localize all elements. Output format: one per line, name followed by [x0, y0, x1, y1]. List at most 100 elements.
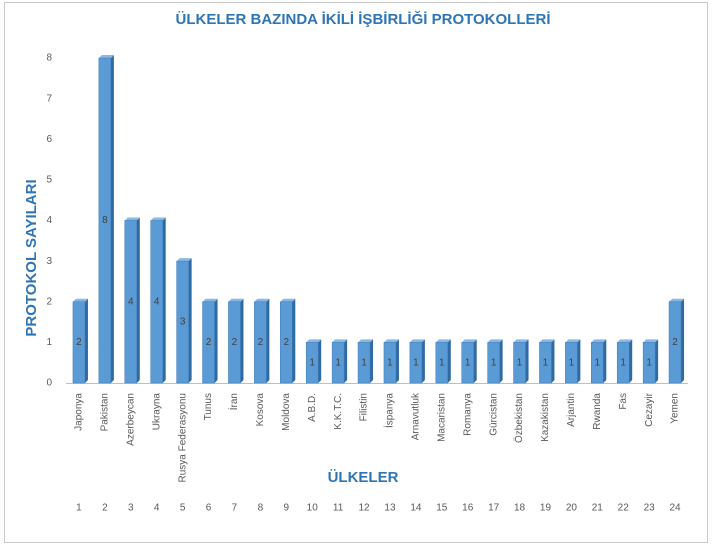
- bar: [280, 301, 293, 384]
- y-tick-label: 2: [46, 296, 52, 307]
- bar-top: [435, 339, 451, 343]
- x-tick-label: Romanya: [462, 393, 473, 436]
- row-number: 7: [232, 503, 238, 514]
- bar-side: [110, 55, 114, 383]
- bar-side: [447, 339, 451, 383]
- data-label: 1: [361, 357, 367, 368]
- bar: [513, 342, 526, 384]
- bar-top: [202, 298, 218, 302]
- bar-top: [72, 298, 88, 302]
- bar-side: [266, 298, 270, 383]
- x-tick-label: Filistin: [359, 393, 370, 421]
- x-tick-label: Arnavutluk: [411, 392, 422, 440]
- bar-side: [421, 339, 425, 383]
- x-tick-label: Cezayir: [644, 392, 655, 427]
- bar: [150, 220, 163, 384]
- row-number: 8: [258, 503, 264, 514]
- y-tick-label: 4: [46, 215, 52, 226]
- bar: [565, 342, 578, 384]
- bar-top: [461, 339, 477, 343]
- bar: [616, 342, 630, 384]
- data-label: 2: [206, 337, 212, 348]
- x-tick-label: İspanya: [383, 393, 396, 428]
- x-tick-label: Kosova: [255, 393, 266, 427]
- x-tick-label: Macaristan: [436, 393, 447, 442]
- data-label: 2: [284, 337, 290, 348]
- x-tick-label: İran: [227, 393, 240, 410]
- bar-top: [228, 298, 244, 302]
- bar: [124, 220, 138, 384]
- bar: [461, 342, 474, 384]
- data-label: 1: [543, 357, 549, 368]
- row-number: 2: [102, 503, 108, 514]
- x-tick-label: Pakistan: [100, 393, 111, 431]
- chart-frame: [4, 2, 708, 543]
- bar: [305, 342, 319, 384]
- bar-side: [551, 339, 555, 383]
- bar: [357, 342, 371, 384]
- x-tick-label: Rusya Federasyonu: [177, 393, 188, 483]
- x-tick-label: Kazakistan: [540, 393, 551, 442]
- bar-side: [214, 298, 218, 383]
- row-number: 12: [358, 503, 370, 514]
- bar: [331, 342, 345, 384]
- bar-top: [669, 298, 685, 302]
- x-tick-label: Arjantin: [566, 393, 577, 427]
- row-number: 9: [284, 503, 290, 514]
- bar: [409, 342, 423, 384]
- bar: [72, 301, 86, 384]
- bar-side: [162, 217, 166, 383]
- bar-side: [473, 339, 477, 383]
- bar-top: [124, 217, 140, 221]
- data-label: 2: [672, 337, 678, 348]
- row-number: 24: [669, 503, 681, 514]
- data-label: 1: [439, 357, 445, 368]
- data-label: 4: [128, 296, 134, 307]
- x-tick-label: Japonya: [74, 393, 85, 431]
- data-label: 8: [102, 215, 108, 226]
- data-label: 2: [76, 337, 82, 348]
- row-number: 18: [514, 503, 526, 514]
- data-label: 3: [180, 317, 186, 328]
- x-tick-label: Yemen: [670, 393, 681, 424]
- bar-top: [513, 339, 529, 343]
- x-tick-label: Ukrayna: [151, 393, 162, 431]
- bar-side: [681, 298, 685, 383]
- x-tick-label: Özbekistan: [513, 393, 525, 443]
- data-label: 1: [465, 357, 471, 368]
- bar-top: [254, 298, 270, 302]
- data-label: 1: [595, 357, 601, 368]
- bar-top: [332, 339, 348, 343]
- bar-top: [565, 339, 581, 343]
- y-tick-label: 8: [46, 53, 52, 64]
- row-number: 14: [410, 503, 422, 514]
- bar-side: [240, 298, 244, 383]
- data-label: 1: [517, 357, 523, 368]
- row-number: 22: [618, 503, 630, 514]
- x-tick-label: Fas: [618, 393, 629, 410]
- data-label: 1: [569, 357, 575, 368]
- bar-top: [280, 298, 296, 302]
- bar-top: [643, 339, 659, 343]
- row-number: 16: [462, 503, 474, 514]
- bar: [202, 301, 215, 384]
- row-number: 17: [488, 503, 500, 514]
- x-tick-label: Gürcistan: [488, 393, 499, 436]
- row-number: 23: [644, 503, 656, 514]
- bar: [591, 342, 604, 384]
- data-label: 1: [387, 357, 393, 368]
- bar-side: [655, 339, 659, 383]
- bar: [98, 57, 112, 384]
- y-tick-label: 1: [46, 337, 52, 348]
- bar-top: [539, 339, 555, 343]
- bar-top: [150, 217, 166, 221]
- x-axis-title: ÜLKELER: [328, 469, 399, 486]
- bar-top: [617, 339, 633, 343]
- bar-top: [383, 339, 399, 343]
- row-number: 20: [566, 503, 578, 514]
- row-number: 11: [333, 503, 344, 514]
- data-label: 2: [258, 337, 264, 348]
- bar-side: [188, 258, 192, 383]
- bar-side: [84, 298, 88, 383]
